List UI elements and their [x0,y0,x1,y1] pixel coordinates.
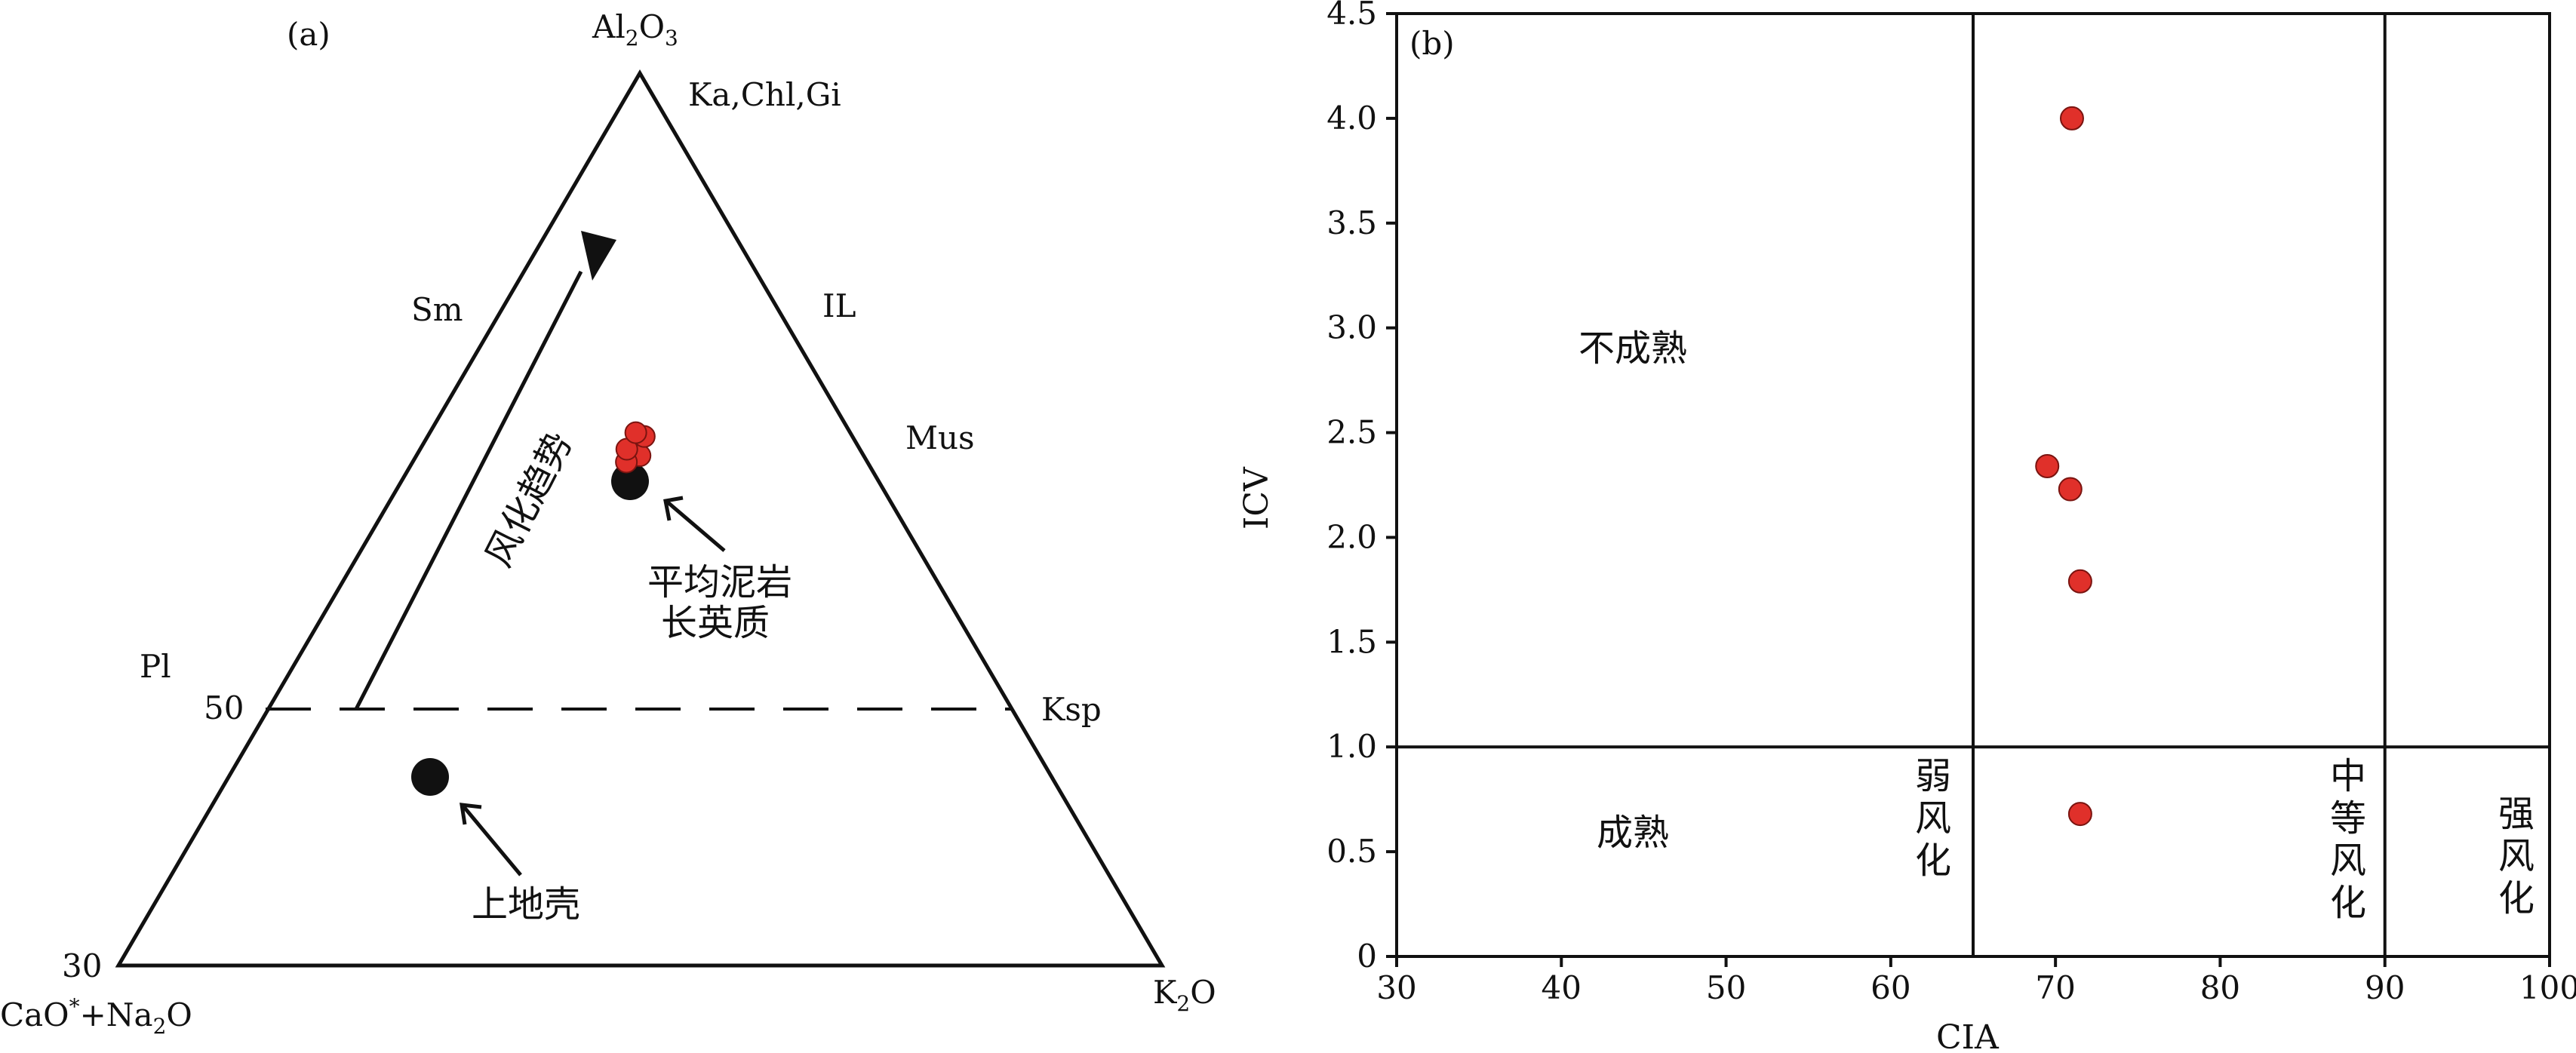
reference-label-avg-mudstone: 平均泥岩 [647,561,792,603]
y-tick-label: 3.5 [1326,204,1377,241]
x-tick-label: 60 [1871,969,1910,1006]
apex-label-al2o3: Al2O3 [592,8,678,51]
ternary-triangle [115,69,1166,968]
panel-b-label: (b) [1409,25,1455,62]
mineral-label-sm: Sm [411,291,463,328]
y-tick-label: 1.5 [1326,623,1377,660]
x-axis-label: CIA [1936,1018,2000,1053]
reference-point-avg-mudstone [611,462,649,500]
reference-label-upper-crust: 上地壳 [472,883,580,926]
y-axis-ticks: 0 0.5 1.0 1.5 2.0 2.5 3.0 3.5 4.0 4.5 [1326,0,1397,975]
mineral-label-mus: Mus [905,419,975,456]
x-tick-label: 70 [2035,969,2075,1006]
mineral-label-pl: Pl [140,648,171,685]
callout-arrowhead-mudstone [663,496,684,521]
boundary-lines [1397,14,2550,956]
vertical-region-labels: 弱风化 中等风化 强风化 [1915,755,2535,924]
y-tick-label: 1.0 [1326,728,1377,765]
data-point [2059,106,2084,130]
y-tick-label: 4.5 [1326,0,1377,32]
tick-label-30: 30 [62,947,102,984]
callout-arrow-crust [463,806,522,876]
region-label-strong: 强风化 [2498,793,2535,919]
region-label-weak: 弱风化 [1915,755,1951,882]
weathering-trend-label: 风化趋势 [478,425,581,574]
x-tick-label: 90 [2365,969,2405,1006]
y-tick-label: 0.5 [1326,833,1377,870]
y-tick-label: 4.0 [1326,100,1377,137]
data-points [2035,106,2092,827]
x-tick-label: 50 [1706,969,1746,1006]
data-point [2035,454,2060,478]
mineral-label-ksp: Ksp [1041,691,1102,728]
x-tick-label: 100 [2519,969,2576,1006]
reference-label-felsic: 长英质 [661,602,770,644]
y-tick-label: 2.0 [1326,518,1377,555]
panel-a-label: (a) [287,16,330,53]
y-tick-label: 2.5 [1326,414,1377,451]
tick-label-50: 50 [204,689,244,726]
x-tick-label: 40 [1542,969,1582,1006]
callout-arrow-mudstone [666,501,726,552]
reference-point-upper-crust [411,758,449,796]
data-point [2058,477,2083,502]
panel-a-ternary: (a) Al2O3 CaO*+Na2O K2O 50 30 Ka,Chl,Gi … [0,8,1216,1039]
ternary-sample-points [615,421,656,474]
weathering-trend-line-vertical [354,270,583,711]
x-tick-label: 30 [1376,969,1416,1006]
ternary-sample-point [624,421,647,444]
y-tick-label: 0 [1357,938,1377,975]
panel-b-cia-icv: (b) 30 40 50 60 70 80 90 100 0 0.5 1.0 1.5 2.0 2.5 3.… [1237,0,2576,1053]
x-axis-ticks: 30 40 50 60 70 80 90 100 [1376,956,2576,1006]
data-point [2067,569,2092,594]
mineral-label-ka-chl-gi: Ka,Chl,Gi [688,76,841,113]
weathering-trend-arrowhead [581,231,616,281]
region-label-immature: 不成熟 [1578,327,1687,370]
y-axis-label: ICV [1237,466,1276,530]
data-point [2067,802,2092,827]
x-tick-label: 80 [2200,969,2240,1006]
apex-label-k2o: K2O [1153,974,1216,1016]
apex-label-cao-na2o: CaO*+Na2O [0,994,192,1039]
mineral-label-il: IL [822,287,856,324]
callout-arrowhead-crust [460,803,482,825]
region-label-moderate: 中等风化 [2330,755,2366,924]
y-tick-label: 3.0 [1326,309,1377,346]
region-label-mature: 成熟 [1597,812,1669,854]
